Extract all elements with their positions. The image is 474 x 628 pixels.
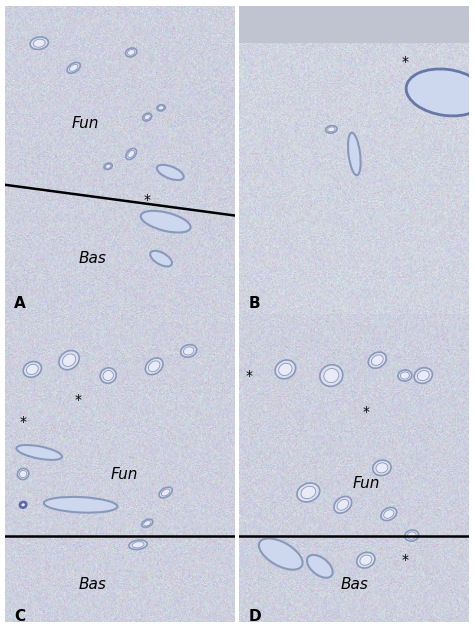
Ellipse shape (181, 345, 197, 357)
Ellipse shape (401, 372, 410, 379)
Ellipse shape (328, 127, 335, 132)
Ellipse shape (372, 355, 383, 365)
Ellipse shape (357, 552, 375, 568)
Ellipse shape (104, 163, 112, 170)
Ellipse shape (20, 502, 27, 508)
Ellipse shape (275, 360, 296, 379)
Text: *: * (75, 393, 82, 407)
Ellipse shape (33, 39, 45, 47)
Ellipse shape (360, 555, 372, 565)
Ellipse shape (326, 126, 337, 133)
Ellipse shape (132, 542, 144, 548)
Ellipse shape (297, 483, 320, 502)
Ellipse shape (142, 519, 153, 528)
Ellipse shape (106, 165, 111, 168)
Ellipse shape (398, 370, 412, 381)
Ellipse shape (141, 211, 191, 232)
Ellipse shape (59, 350, 79, 370)
Ellipse shape (129, 540, 147, 550)
Ellipse shape (259, 538, 302, 570)
Ellipse shape (376, 463, 388, 473)
Text: Fun: Fun (72, 116, 99, 131)
FancyBboxPatch shape (239, 6, 469, 43)
Text: Bas: Bas (340, 577, 368, 592)
Ellipse shape (126, 148, 137, 160)
Ellipse shape (17, 445, 62, 460)
Text: *: * (245, 369, 252, 382)
Ellipse shape (19, 470, 27, 478)
Text: Fun: Fun (352, 476, 380, 490)
Text: D: D (248, 609, 261, 624)
Ellipse shape (348, 133, 361, 175)
Ellipse shape (44, 497, 118, 512)
Ellipse shape (21, 503, 26, 507)
Ellipse shape (381, 507, 397, 521)
Ellipse shape (406, 69, 474, 116)
Ellipse shape (320, 365, 343, 386)
Ellipse shape (414, 368, 432, 383)
Ellipse shape (69, 64, 78, 72)
Ellipse shape (161, 489, 170, 496)
Text: *: * (362, 406, 369, 420)
Ellipse shape (63, 354, 76, 366)
Ellipse shape (143, 113, 152, 121)
Ellipse shape (148, 361, 160, 372)
Text: *: * (144, 193, 151, 207)
Ellipse shape (150, 251, 172, 266)
Text: *: * (401, 55, 409, 68)
Ellipse shape (183, 347, 194, 355)
Ellipse shape (417, 371, 429, 381)
Ellipse shape (18, 468, 29, 480)
Ellipse shape (128, 150, 135, 158)
Ellipse shape (373, 460, 391, 475)
Ellipse shape (30, 37, 48, 50)
Text: A: A (14, 296, 26, 310)
Ellipse shape (368, 352, 386, 368)
Ellipse shape (158, 106, 164, 110)
Ellipse shape (337, 499, 348, 510)
Ellipse shape (145, 114, 150, 119)
Text: *: * (19, 414, 27, 429)
Ellipse shape (27, 364, 38, 374)
Text: Bas: Bas (78, 251, 106, 266)
Ellipse shape (146, 358, 163, 375)
Ellipse shape (324, 369, 339, 382)
Ellipse shape (159, 487, 172, 498)
Ellipse shape (67, 62, 80, 73)
Text: *: * (401, 553, 409, 567)
Ellipse shape (279, 363, 292, 376)
Ellipse shape (301, 486, 316, 499)
Text: C: C (14, 609, 25, 624)
Text: B: B (248, 296, 260, 310)
Ellipse shape (23, 362, 41, 377)
Text: Bas: Bas (78, 577, 106, 592)
Ellipse shape (334, 496, 352, 513)
Ellipse shape (128, 50, 135, 55)
Ellipse shape (126, 48, 137, 57)
Ellipse shape (383, 510, 394, 518)
Ellipse shape (100, 368, 116, 383)
Ellipse shape (405, 530, 419, 541)
Ellipse shape (144, 521, 151, 526)
Ellipse shape (157, 165, 183, 180)
Ellipse shape (103, 371, 113, 381)
Ellipse shape (307, 555, 333, 578)
Ellipse shape (407, 532, 416, 539)
Ellipse shape (157, 105, 165, 111)
Text: Fun: Fun (110, 467, 138, 482)
